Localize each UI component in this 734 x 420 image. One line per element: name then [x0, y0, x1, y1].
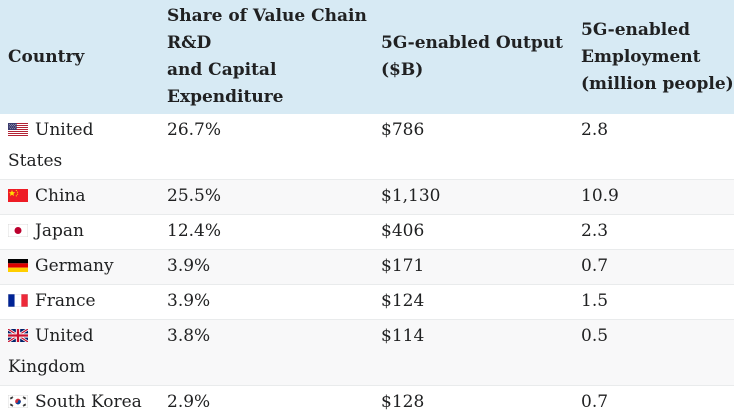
jp-flag-icon	[8, 224, 28, 237]
output-cell: $114	[373, 320, 573, 386]
share-cell: 3.8%	[159, 320, 373, 386]
header-line: (million people)	[581, 71, 726, 98]
header-line: and Capital	[167, 57, 365, 84]
header-line: Country	[8, 44, 151, 71]
share-cell: 2.9%	[159, 386, 373, 420]
country-name: Germany	[35, 256, 114, 276]
output-cell: $786	[373, 114, 573, 180]
employment-cell: 1.5	[573, 285, 734, 320]
country-name: China	[35, 186, 85, 206]
header-line: ($B)	[381, 57, 565, 84]
employment-cell: 0.5	[573, 320, 734, 386]
header-line: Share of Value Chain	[167, 3, 365, 30]
country-cell: United States	[0, 114, 159, 180]
de-flag-icon	[8, 259, 28, 272]
country-name: South Korea	[35, 392, 142, 412]
col-header-country: Country	[0, 0, 159, 114]
fr-flag-icon	[8, 294, 28, 307]
employment-cell: 2.8	[573, 114, 734, 180]
gb-flag-icon	[8, 329, 28, 342]
output-cell: $406	[373, 215, 573, 250]
share-cell: 26.7%	[159, 114, 373, 180]
cn-flag-icon	[8, 189, 28, 202]
country-name: France	[35, 291, 96, 311]
col-header-output: 5G-enabled Output($B)	[373, 0, 573, 114]
country-name: United	[35, 326, 94, 346]
employment-cell: 2.3	[573, 215, 734, 250]
share-cell: 25.5%	[159, 180, 373, 215]
us-flag-icon	[8, 123, 28, 136]
output-cell: $128	[373, 386, 573, 420]
employment-cell: 0.7	[573, 386, 734, 420]
header-line: 5G-enabled	[581, 17, 726, 44]
header-line: R&D	[167, 30, 365, 57]
share-cell: 3.9%	[159, 250, 373, 285]
country-cell: China	[0, 180, 159, 215]
country-name-wrap: Kingdom	[8, 352, 151, 383]
share-cell: 12.4%	[159, 215, 373, 250]
country-cell: France	[0, 285, 159, 320]
kr-flag-icon	[8, 395, 28, 408]
country-name-wrap: States	[8, 146, 151, 177]
output-cell: $1,130	[373, 180, 573, 215]
country-name: Japan	[35, 221, 84, 241]
employment-cell: 0.7	[573, 250, 734, 285]
share-cell: 3.9%	[159, 285, 373, 320]
header-line: Employment	[581, 44, 726, 71]
country-cell: Japan	[0, 215, 159, 250]
employment-cell: 10.9	[573, 180, 734, 215]
country-cell: Germany	[0, 250, 159, 285]
header-line: 5G-enabled Output	[381, 30, 565, 57]
country-cell: South Korea	[0, 386, 159, 420]
country-name: United	[35, 120, 94, 140]
output-cell: $171	[373, 250, 573, 285]
output-cell: $124	[373, 285, 573, 320]
country-cell: United Kingdom	[0, 320, 159, 386]
header-line: Expenditure	[167, 84, 365, 111]
